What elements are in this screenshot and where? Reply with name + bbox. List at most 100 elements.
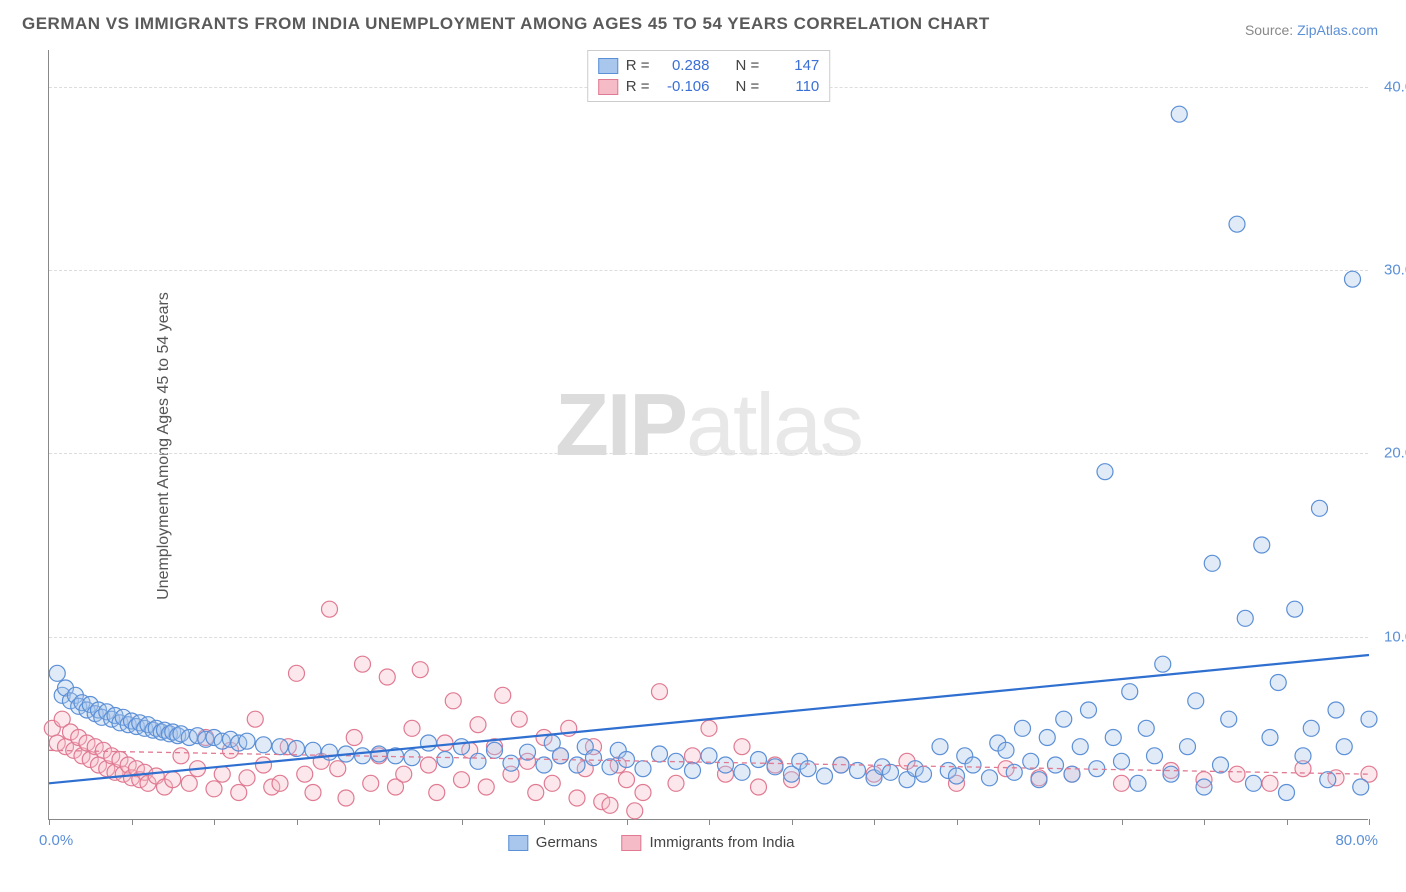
plot-area: ZIPatlas 10.0%20.0%30.0%40.0% 0.0% 80.0%…: [48, 50, 1368, 820]
scatter-point: [1056, 711, 1072, 727]
scatter-point: [1353, 779, 1369, 795]
r-label-0: R =: [626, 57, 650, 74]
scatter-point: [1204, 555, 1220, 571]
scatter-point: [1155, 656, 1171, 672]
scatter-point: [1048, 757, 1064, 773]
y-tick-label: 20.0%: [1374, 445, 1406, 462]
scatter-point: [1246, 775, 1262, 791]
scatter-point: [487, 742, 503, 758]
scatter-point: [602, 759, 618, 775]
scatter-point: [998, 742, 1014, 758]
scatter-point: [1361, 711, 1377, 727]
n-value-0: 147: [767, 57, 819, 74]
scatter-point: [701, 720, 717, 736]
scatter-point: [478, 779, 494, 795]
scatter-point: [289, 665, 305, 681]
n-label-1: N =: [736, 78, 760, 95]
scatter-point: [256, 757, 272, 773]
scatter-point: [1081, 702, 1097, 718]
scatter-point: [751, 752, 767, 768]
scatter-point: [1039, 730, 1055, 746]
scatter-point: [685, 763, 701, 779]
scatter-point: [1336, 739, 1352, 755]
scatter-point: [932, 739, 948, 755]
scatter-point: [586, 750, 602, 766]
scatter-point: [1031, 772, 1047, 788]
scatter-point: [297, 766, 313, 782]
scatter-point: [1072, 739, 1088, 755]
source-prefix: Source:: [1245, 22, 1297, 38]
swatch-germans: [598, 58, 618, 74]
n-value-1: 110: [767, 78, 819, 95]
x-tick: [874, 819, 875, 825]
scatter-point: [602, 797, 618, 813]
correlation-legend: R = 0.288 N = 147 R = -0.106 N = 110: [587, 50, 831, 102]
scatter-point: [652, 746, 668, 762]
scatter-point: [396, 766, 412, 782]
scatter-point: [503, 755, 519, 771]
x-axis-label-max: 80.0%: [1335, 832, 1378, 849]
scatter-point: [247, 711, 263, 727]
scatter-point: [214, 766, 230, 782]
x-tick: [957, 819, 958, 825]
x-tick: [544, 819, 545, 825]
chart-title: GERMAN VS IMMIGRANTS FROM INDIA UNEMPLOY…: [22, 14, 990, 34]
y-tick-label: 30.0%: [1374, 262, 1406, 279]
scatter-point: [1006, 764, 1022, 780]
scatter-point: [817, 768, 833, 784]
scatter-point: [1229, 766, 1245, 782]
scatter-point: [1130, 775, 1146, 791]
legend-label-germans: Germans: [536, 834, 598, 851]
scatter-point: [231, 785, 247, 801]
scatter-point: [1262, 775, 1278, 791]
scatter-point: [437, 752, 453, 768]
r-label-1: R =: [626, 78, 650, 95]
scatter-point: [305, 785, 321, 801]
scatter-point: [619, 772, 635, 788]
scatter-point: [1114, 753, 1130, 769]
scatter-point: [470, 717, 486, 733]
source-link[interactable]: ZipAtlas.com: [1297, 22, 1378, 38]
scatter-point: [272, 775, 288, 791]
x-tick: [297, 819, 298, 825]
legend-item-germans: Germans: [508, 834, 598, 851]
scatter-point: [1312, 500, 1328, 516]
scatter-point: [330, 761, 346, 777]
scatter-point: [734, 764, 750, 780]
scatter-point: [800, 761, 816, 777]
scatter-point: [355, 656, 371, 672]
legend-label-india: Immigrants from India: [649, 834, 794, 851]
n-label-0: N =: [736, 57, 760, 74]
scatter-point: [528, 785, 544, 801]
scatter-point: [1270, 675, 1286, 691]
scatter-point: [454, 772, 470, 788]
r-value-1: -0.106: [658, 78, 710, 95]
scatter-point: [404, 750, 420, 766]
x-tick: [1287, 819, 1288, 825]
scatter-point: [619, 752, 635, 768]
scatter-point: [470, 753, 486, 769]
x-tick: [1204, 819, 1205, 825]
scatter-point: [1171, 106, 1187, 122]
scatter-point: [437, 735, 453, 751]
scatter-point: [1023, 753, 1039, 769]
scatter-point: [421, 757, 437, 773]
r-value-0: 0.288: [658, 57, 710, 74]
scatter-point: [445, 693, 461, 709]
scatter-point: [495, 687, 511, 703]
scatter-point: [272, 739, 288, 755]
scatter-point: [404, 720, 420, 736]
legend-row-germans: R = 0.288 N = 147: [598, 55, 820, 76]
x-tick: [132, 819, 133, 825]
y-tick-label: 10.0%: [1374, 628, 1406, 645]
scatter-point: [322, 744, 338, 760]
scatter-point: [569, 790, 585, 806]
scatter-point: [1163, 766, 1179, 782]
series-legend: Germans Immigrants from India: [508, 834, 795, 851]
scatter-point: [520, 744, 536, 760]
scatter-point: [668, 775, 684, 791]
legend-item-india: Immigrants from India: [621, 834, 794, 851]
scatter-point: [652, 684, 668, 700]
scatter-point: [379, 669, 395, 685]
scatter-point: [1229, 216, 1245, 232]
